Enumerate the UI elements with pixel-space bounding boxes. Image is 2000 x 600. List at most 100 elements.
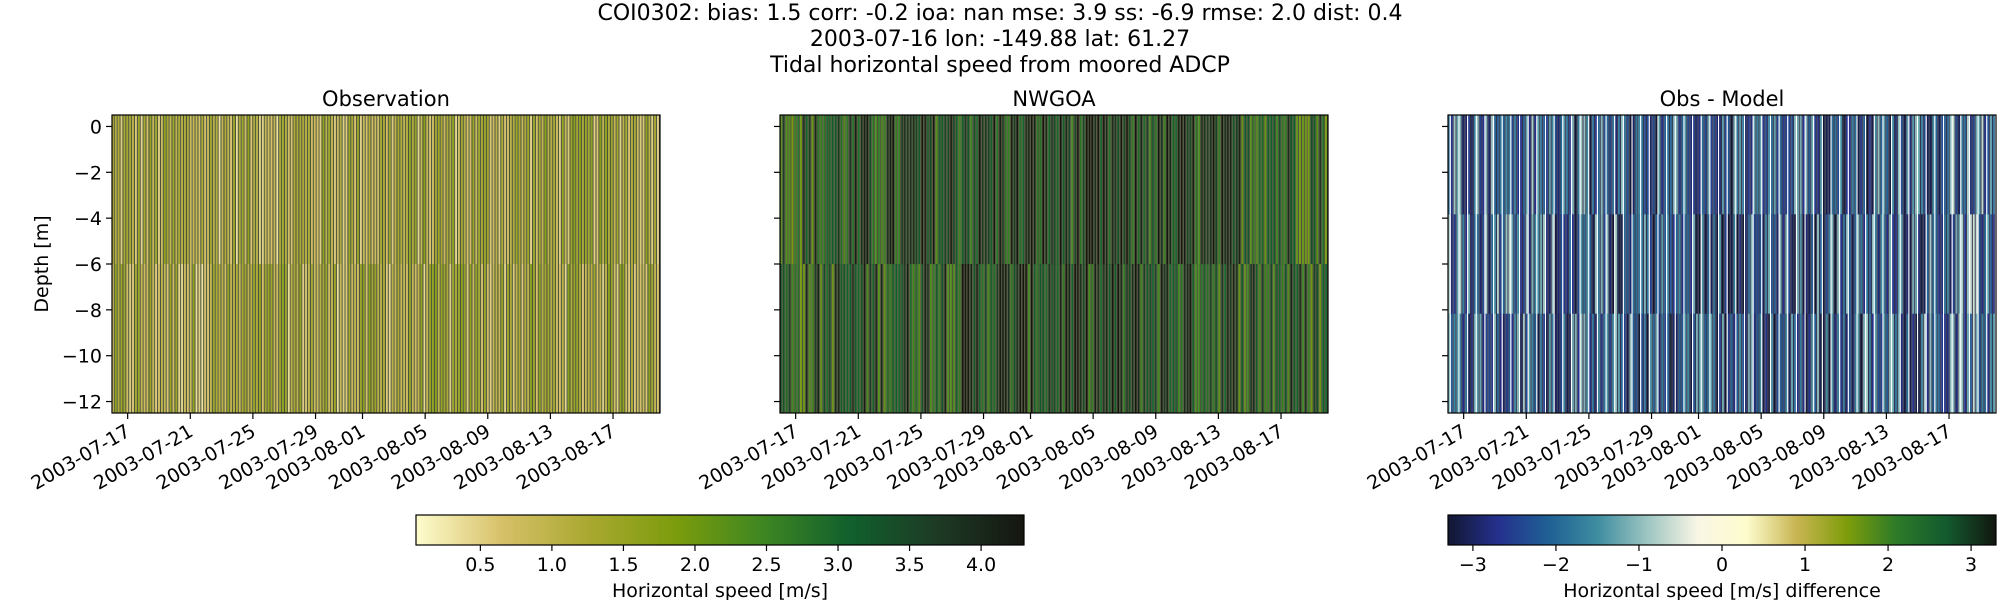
heatmap-cell bbox=[377, 115, 380, 265]
heatmap-cell bbox=[1054, 115, 1056, 265]
heatmap-cell bbox=[840, 264, 843, 413]
cell-edge bbox=[324, 115, 326, 413]
heatmap-cell bbox=[1036, 264, 1039, 413]
heatmap-cell bbox=[1768, 115, 1770, 215]
cell-edge bbox=[937, 115, 939, 413]
heatmap-cell bbox=[380, 264, 383, 413]
heatmap-cell bbox=[1632, 214, 1635, 315]
cell-edge bbox=[1862, 115, 1864, 413]
cell-edge bbox=[159, 115, 162, 413]
heatmap-cell bbox=[1560, 115, 1563, 215]
cell-edge bbox=[180, 115, 182, 413]
heatmap-cell bbox=[955, 264, 958, 413]
heatmap-cell bbox=[1846, 313, 1848, 413]
heatmap-cell bbox=[1456, 214, 1459, 315]
cell-edge bbox=[949, 115, 951, 413]
heatmap-cell bbox=[339, 264, 342, 413]
cell-edge bbox=[1663, 115, 1665, 413]
cell-edge bbox=[1490, 115, 1492, 413]
cell-edge bbox=[1660, 115, 1662, 413]
heatmap-cell bbox=[1497, 313, 1499, 413]
heatmap-cell bbox=[860, 115, 863, 265]
heatmap-cell bbox=[137, 115, 140, 265]
heatmap-cell bbox=[1796, 214, 1799, 315]
cell-edge bbox=[1948, 115, 1950, 413]
heatmap-cell bbox=[1730, 214, 1733, 315]
heatmap-cell bbox=[1771, 313, 1773, 413]
heatmap-cell bbox=[1218, 115, 1221, 265]
heatmap-cell bbox=[1307, 115, 1310, 265]
heatmap-cell bbox=[785, 264, 788, 413]
heatmap-cell bbox=[1618, 313, 1620, 413]
heatmap-cell bbox=[411, 264, 414, 413]
heatmap-cell bbox=[1652, 115, 1655, 215]
heatmap-cells bbox=[112, 115, 660, 413]
heatmap-cell bbox=[1698, 115, 1701, 215]
heatmap-cell bbox=[1964, 313, 1967, 413]
cell-edge bbox=[656, 115, 658, 413]
cell-edge bbox=[1752, 115, 1754, 413]
heatmap-cell bbox=[1941, 313, 1943, 413]
heatmap-cell bbox=[1175, 115, 1177, 265]
heatmap-cell bbox=[1897, 115, 1900, 215]
cell-edge bbox=[1775, 115, 1777, 413]
heatmap-cell bbox=[201, 264, 204, 413]
heatmap-cell bbox=[319, 264, 322, 413]
colorbar-tick-label: 2.5 bbox=[751, 554, 781, 576]
heatmap-cell bbox=[1687, 313, 1690, 413]
heatmap-cell bbox=[1635, 115, 1638, 215]
cell-edge bbox=[448, 115, 450, 413]
cell-edge bbox=[537, 115, 539, 413]
heatmap-cell bbox=[360, 115, 362, 265]
heatmap-cell bbox=[1192, 264, 1195, 413]
heatmap-cell bbox=[1918, 214, 1920, 315]
cell-edge bbox=[376, 115, 378, 413]
heatmap-cell bbox=[938, 115, 941, 265]
heatmap-cell bbox=[443, 115, 446, 265]
cell-edge bbox=[1683, 115, 1685, 413]
heatmap-cell bbox=[585, 115, 587, 265]
heatmap-cell bbox=[1566, 313, 1569, 413]
heatmap-cell bbox=[1921, 313, 1923, 413]
cell-edge bbox=[572, 115, 574, 413]
heatmap-cell bbox=[561, 264, 564, 413]
heatmap-cell bbox=[648, 115, 651, 265]
cell-edge bbox=[1977, 115, 1979, 413]
heatmap-cell bbox=[1522, 115, 1525, 215]
heatmap-cell bbox=[308, 264, 310, 413]
cell-edge bbox=[168, 115, 170, 413]
cell-edge bbox=[598, 115, 600, 413]
heatmap-cell bbox=[1025, 264, 1027, 413]
heatmap-cell bbox=[1595, 313, 1597, 413]
cell-edge bbox=[1266, 115, 1268, 413]
heatmap-cell bbox=[1828, 313, 1831, 413]
heatmap-cell bbox=[1108, 264, 1111, 413]
cell-edge bbox=[1513, 115, 1515, 413]
heatmap-cell bbox=[654, 264, 657, 413]
heatmap-cell bbox=[1693, 313, 1695, 413]
cell-edge bbox=[1928, 115, 1930, 413]
heatmap-cell bbox=[1814, 313, 1817, 413]
cell-edge bbox=[1524, 115, 1526, 413]
heatmap-cell bbox=[866, 264, 869, 413]
heatmap-cell bbox=[967, 115, 970, 265]
heatmap-cell bbox=[981, 264, 984, 413]
heatmap-cell bbox=[186, 264, 189, 413]
cell-edge bbox=[1047, 115, 1049, 413]
heatmap-cell bbox=[1684, 214, 1687, 315]
heatmap-cell bbox=[1505, 313, 1508, 413]
cell-edge bbox=[865, 115, 867, 413]
heatmap-cell bbox=[829, 115, 831, 265]
heatmap-cell bbox=[1494, 115, 1496, 215]
heatmap-cell bbox=[236, 115, 238, 265]
heatmap-cell bbox=[1799, 313, 1802, 413]
heatmap-cell bbox=[625, 115, 628, 265]
heatmap-cell bbox=[1915, 214, 1918, 315]
cell-edge bbox=[578, 115, 580, 413]
heatmap-cell bbox=[1261, 115, 1264, 265]
cell-edge bbox=[1081, 115, 1083, 413]
cell-edge bbox=[1628, 115, 1630, 413]
cell-edge bbox=[1246, 115, 1248, 413]
heatmap-cell bbox=[1468, 214, 1470, 315]
